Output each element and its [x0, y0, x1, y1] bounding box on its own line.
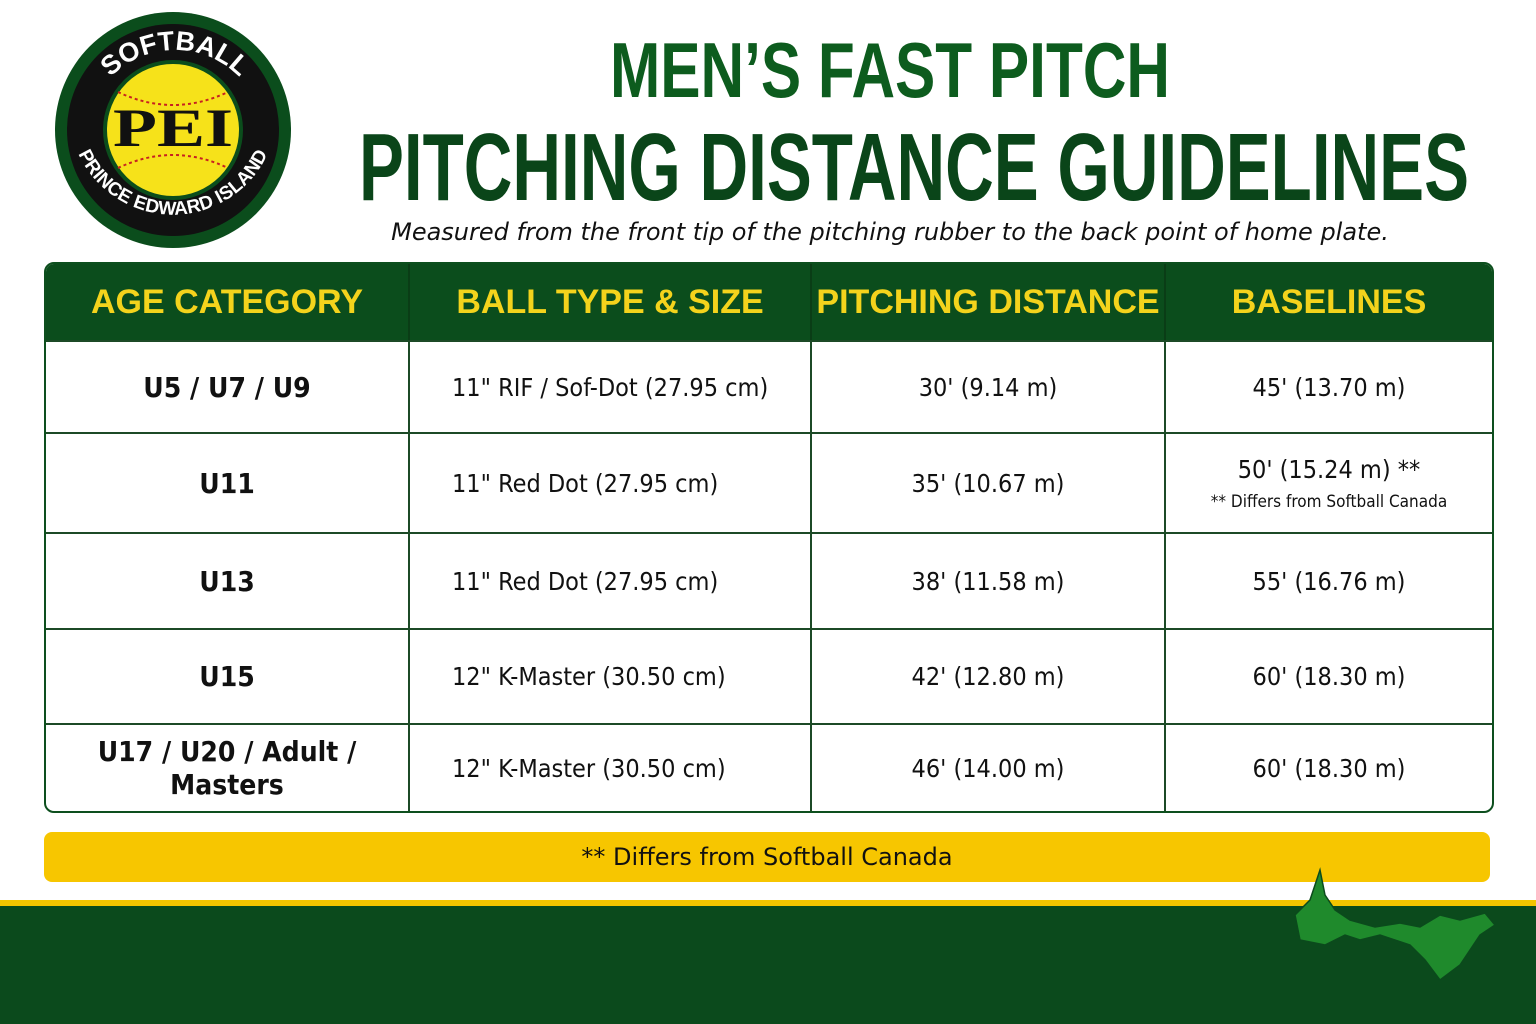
table-cell: 50' (15.24 m) ** ** Differs from Softball… — [1166, 432, 1492, 532]
cell-text: 50' (15.24 m) ** — [1237, 454, 1421, 484]
title-line2: PITCHING DISTANCE GUIDELINES — [359, 114, 1469, 221]
column-header: PITCHING DISTANCE — [812, 264, 1166, 340]
bottom-band — [0, 900, 1536, 1024]
logo-ball — [103, 60, 243, 200]
table-row: U17 / U20 / Adult / Masters 12" K-Master … — [46, 723, 1492, 811]
subtitle: Measured from the front tip of the pitch… — [391, 218, 1389, 246]
table-cell: 45' (13.70 m) — [1166, 340, 1492, 432]
guidelines-table: AGE CATEGORY BALL TYPE & SIZE PITCHING DIS… — [44, 262, 1494, 813]
table-cell: U11 — [46, 432, 410, 532]
column-header: BASELINES — [1166, 264, 1492, 340]
table-body: U5 / U7 / U9 11" RIF / Sof-Dot (27.95 cm)… — [46, 340, 1492, 811]
table-cell: U15 — [46, 628, 410, 723]
table-cell: 12" K-Master (30.50 cm) — [410, 628, 812, 723]
table-cell: 55' (16.76 m) — [1166, 532, 1492, 628]
column-header: AGE CATEGORY — [46, 264, 410, 340]
table-cell: 60' (18.30 m) — [1166, 723, 1492, 811]
header-graphics: SOFTBALL PRINCE EDWARD ISLAND PEI MEN’S … — [55, 12, 1469, 248]
header-row: AGE CATEGORY BALL TYPE & SIZE PITCHING DIS… — [46, 264, 1492, 340]
logo-center: PEI — [113, 98, 233, 158]
table-cell: 38' (11.58 m) — [812, 532, 1166, 628]
table-cell: 11" Red Dot (27.95 cm) — [410, 432, 812, 532]
table-cell: U5 / U7 / U9 — [46, 340, 410, 432]
table-cell: 30' (9.14 m) — [812, 340, 1166, 432]
table-cell: U13 — [46, 532, 410, 628]
table-cell: 46' (14.00 m) — [812, 723, 1166, 811]
table-row: U5 / U7 / U9 11" RIF / Sof-Dot (27.95 cm)… — [46, 340, 1492, 432]
table-row: U13 11" Red Dot (27.95 cm) 38' (11.58 m) 55… — [46, 532, 1492, 628]
title-line1: MEN’S FAST PITCH — [610, 26, 1170, 114]
table-cell: 11" Red Dot (27.95 cm) — [410, 532, 812, 628]
footer-note: ** Differs from Softball Canada — [44, 832, 1490, 882]
pei-shape — [1294, 867, 1497, 982]
table-row: U11 11" Red Dot (27.95 cm) 35' (10.67 m) 50… — [46, 432, 1492, 532]
table-row: U15 12" K-Master (30.50 cm) 42' (12.80 m) 6… — [46, 628, 1492, 723]
cell-note: ** Differs from Softball Canada — [1210, 491, 1448, 512]
table-cell: 35' (10.67 m) — [812, 432, 1166, 532]
logo-stitches — [117, 91, 229, 169]
pei-map — [1294, 867, 1497, 982]
table-cell: U17 / U20 / Adult / Masters — [46, 723, 410, 811]
table-cell: 60' (18.30 m) — [1166, 628, 1492, 723]
table-cell: 42' (12.80 m) — [812, 628, 1166, 723]
column-header: BALL TYPE & SIZE — [410, 264, 812, 340]
table-cell: 12" K-Master (30.50 cm) — [410, 723, 812, 811]
table-cell: 11" RIF / Sof-Dot (27.95 cm) — [410, 340, 812, 432]
